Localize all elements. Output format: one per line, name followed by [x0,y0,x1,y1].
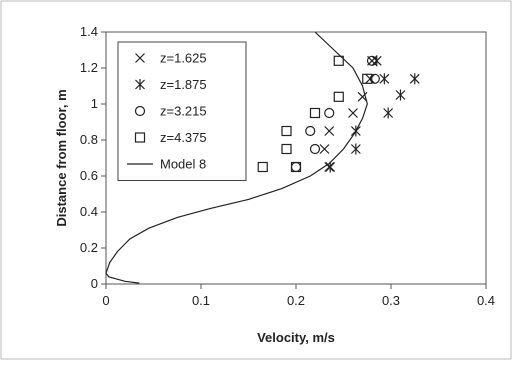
y-tick-label: 0.8 [80,132,98,147]
x-tick-label: 0.4 [477,293,495,308]
x-tick-label: 0.2 [287,293,305,308]
y-axis-title: Distance from floor, m [54,89,69,226]
legend-label: z=1.625 [160,51,207,66]
x-tick-label: 0.1 [192,293,210,308]
y-tick-label: 0.2 [80,240,98,255]
legend-label: z=3.215 [160,104,207,119]
chart-border [1,1,511,359]
y-tick-label: 1.2 [80,60,98,75]
x-axis-title: Velocity, m/s [257,330,335,345]
y-tick-label: 1 [91,96,98,111]
legend-label: Model 8 [160,157,206,172]
y-tick-label: 1.4 [80,24,98,39]
x-tick-label: 0.3 [382,293,400,308]
y-tick-label: 0.6 [80,168,98,183]
legend: z=1.625 z=1.875 z=3.215 z=4.375 Model 8 [118,42,246,181]
legend-label: z=4.375 [160,130,207,145]
x-tick-label: 0 [102,293,109,308]
y-tick-label: 0 [91,276,98,291]
y-tick-label: 0.4 [80,204,98,219]
legend-label: z=1.875 [160,77,207,92]
